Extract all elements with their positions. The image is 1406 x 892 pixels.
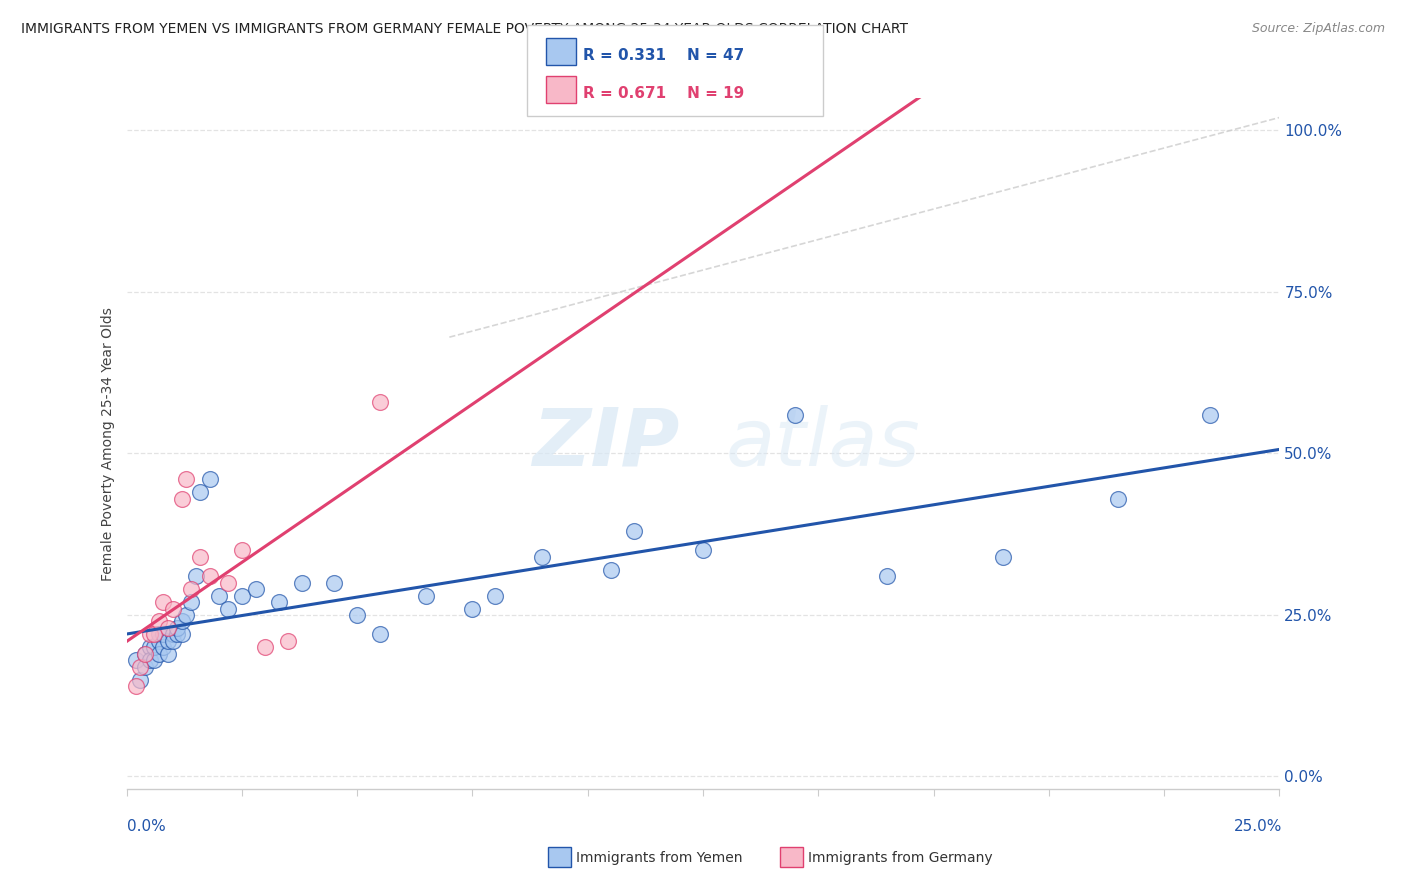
Point (148, 615, 170, 629)
Point (180, 582, 202, 596)
Point (188, 549, 211, 564)
Point (162, 633, 184, 648)
Point (170, 627, 193, 641)
Text: Source: ZipAtlas.com: Source: ZipAtlas.com (1251, 22, 1385, 36)
Text: atlas: atlas (725, 405, 921, 483)
Point (157, 647, 180, 661)
Point (143, 627, 166, 641)
Point (231, 543, 253, 558)
Point (143, 640, 166, 655)
Point (170, 615, 193, 629)
Point (157, 621, 180, 635)
Point (148, 627, 170, 641)
Text: IMMIGRANTS FROM YEMEN VS IMMIGRANTS FROM GERMANY FEMALE POVERTY AMONG 25-34 YEAR: IMMIGRANTS FROM YEMEN VS IMMIGRANTS FROM… (21, 22, 908, 37)
Point (129, 673, 152, 687)
Point (785, 408, 807, 422)
Point (623, 524, 645, 538)
Point (198, 472, 221, 486)
Point (346, 607, 368, 622)
Point (198, 569, 221, 583)
Point (208, 589, 231, 603)
Point (323, 575, 346, 590)
Point (166, 621, 188, 635)
Point (991, 549, 1014, 564)
Point (170, 491, 193, 506)
Point (125, 653, 148, 667)
Point (277, 633, 299, 648)
Point (162, 601, 184, 615)
Point (599, 563, 621, 577)
Point (125, 679, 148, 693)
Point (484, 589, 506, 603)
Text: 25.0%: 25.0% (1234, 820, 1282, 834)
Point (176, 472, 198, 486)
Point (461, 601, 484, 615)
Point (291, 575, 314, 590)
Point (148, 633, 170, 648)
Point (231, 589, 253, 603)
Point (162, 627, 184, 641)
Point (134, 659, 156, 673)
Point (876, 569, 898, 583)
Point (184, 569, 207, 583)
Point (157, 633, 180, 648)
Point (188, 485, 211, 500)
Point (368, 627, 391, 641)
Point (134, 647, 156, 661)
Point (152, 640, 174, 655)
Point (530, 549, 553, 564)
Point (267, 595, 290, 609)
Point (138, 627, 160, 641)
Point (152, 595, 174, 609)
Point (368, 394, 391, 409)
Point (253, 640, 276, 655)
Text: ZIP: ZIP (533, 405, 681, 483)
Point (152, 627, 174, 641)
Point (180, 595, 202, 609)
Point (148, 647, 170, 661)
Text: 0.0%: 0.0% (127, 820, 166, 834)
Point (217, 575, 239, 590)
Y-axis label: Female Poverty Among 25-34 Year Olds: Female Poverty Among 25-34 Year Olds (101, 307, 115, 581)
Text: Immigrants from Yemen: Immigrants from Yemen (576, 851, 742, 865)
Point (1199, 408, 1222, 422)
Text: R = 0.331    N = 47: R = 0.331 N = 47 (583, 48, 745, 63)
Point (692, 543, 714, 558)
Point (245, 582, 267, 596)
Point (217, 601, 239, 615)
Point (143, 653, 166, 667)
Point (129, 659, 152, 673)
Point (1107, 491, 1129, 506)
Point (176, 607, 198, 622)
Point (138, 640, 160, 655)
Point (138, 653, 160, 667)
Point (166, 627, 188, 641)
Point (134, 647, 156, 661)
Text: R = 0.671    N = 19: R = 0.671 N = 19 (583, 86, 745, 101)
Text: Immigrants from Germany: Immigrants from Germany (808, 851, 993, 865)
Point (415, 589, 437, 603)
